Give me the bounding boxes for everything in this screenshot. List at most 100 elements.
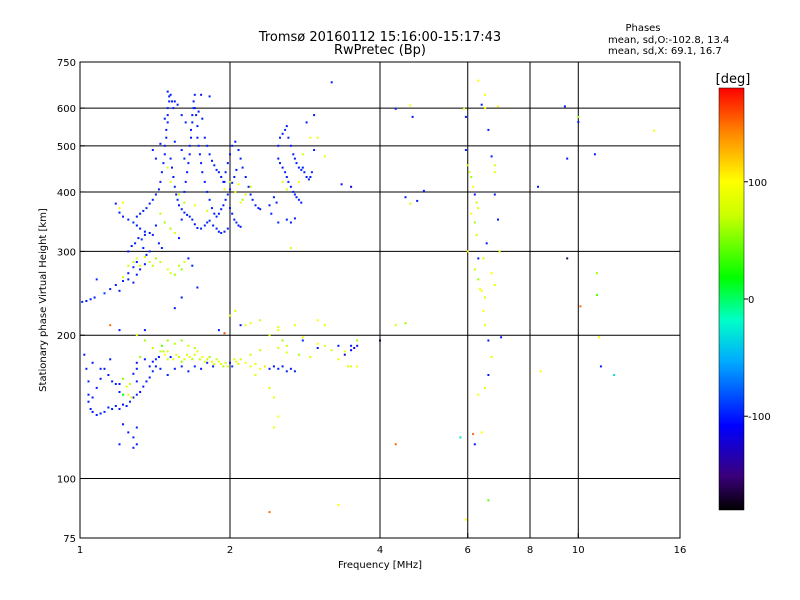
scatter-point bbox=[159, 367, 162, 370]
grid-lines bbox=[80, 62, 680, 538]
scatter-point bbox=[129, 400, 131, 403]
scatter-point bbox=[118, 329, 121, 332]
scatter-point bbox=[233, 176, 236, 178]
scatter-point bbox=[490, 356, 493, 358]
scatter-point bbox=[159, 261, 162, 263]
scatter-point bbox=[470, 212, 473, 215]
phases-heading: Phases bbox=[625, 23, 660, 34]
scatter-point bbox=[563, 105, 566, 108]
scatter-point bbox=[203, 136, 206, 139]
scatter-point bbox=[91, 410, 94, 413]
y-tick-label: 400 bbox=[57, 188, 76, 199]
y-tick-label: 100 bbox=[57, 475, 76, 486]
y-tick-label: 200 bbox=[57, 331, 76, 342]
scatter-point bbox=[154, 365, 157, 368]
scatter-point bbox=[343, 353, 346, 356]
scatter-point bbox=[145, 207, 148, 210]
scatter-point bbox=[166, 121, 169, 124]
scatter-point bbox=[343, 350, 346, 353]
scatter-point bbox=[281, 132, 284, 135]
scatter-point bbox=[220, 176, 223, 178]
scatter-point bbox=[85, 367, 88, 370]
scatter-point bbox=[482, 309, 485, 312]
scatter-point bbox=[187, 370, 190, 373]
scatter-point bbox=[215, 358, 218, 361]
scatter-point bbox=[241, 198, 244, 201]
scatter-point bbox=[187, 162, 190, 165]
scatter-point bbox=[151, 360, 154, 363]
scatter-point bbox=[168, 95, 171, 98]
scatter-point bbox=[169, 356, 172, 358]
scatter-point bbox=[180, 218, 183, 221]
scatter-point bbox=[337, 504, 340, 506]
scatter-point bbox=[173, 100, 176, 103]
scatter-point bbox=[89, 408, 92, 410]
x-axis-label: Frequency [MHz] bbox=[338, 560, 422, 571]
scatter-point bbox=[166, 268, 169, 271]
scatter-point bbox=[330, 81, 333, 84]
scatter-point bbox=[323, 155, 326, 158]
scatter-point bbox=[154, 157, 157, 160]
scatter-point bbox=[497, 218, 499, 221]
scatter-point bbox=[193, 93, 196, 96]
scatter-point bbox=[157, 356, 160, 358]
scatter-point bbox=[159, 212, 162, 215]
scatter-point bbox=[135, 380, 138, 383]
scatter-point bbox=[165, 128, 168, 131]
scatter-point bbox=[173, 140, 176, 143]
scatter-point bbox=[206, 144, 209, 147]
scatter-point bbox=[169, 93, 172, 96]
scatter-point bbox=[356, 365, 359, 368]
scatter-point bbox=[416, 199, 419, 202]
scatter-point bbox=[487, 374, 490, 376]
scatter-point bbox=[132, 446, 135, 449]
scatter-point bbox=[539, 370, 542, 373]
scatter-point bbox=[180, 149, 183, 151]
scatter-point bbox=[277, 326, 280, 329]
scatter-point bbox=[281, 365, 284, 368]
scatter-point bbox=[277, 347, 280, 349]
scatter-point bbox=[180, 339, 183, 342]
scatter-point bbox=[143, 233, 146, 236]
scatter-point bbox=[235, 168, 238, 171]
scatter-point bbox=[484, 324, 487, 327]
scatter-point bbox=[183, 201, 186, 204]
scatter-point bbox=[220, 208, 223, 211]
scatter-point bbox=[173, 367, 176, 370]
scatter-point bbox=[206, 221, 209, 224]
scatter-point bbox=[114, 383, 117, 385]
scatter-point bbox=[132, 436, 135, 439]
colorbar-label: [deg] bbox=[716, 72, 751, 87]
scatter-point bbox=[197, 144, 200, 147]
scatter-point bbox=[163, 221, 166, 224]
scatter-point bbox=[148, 250, 151, 253]
scatter-point bbox=[139, 268, 142, 271]
scatter-point bbox=[93, 296, 96, 299]
scatter-point bbox=[173, 307, 176, 310]
scatter-point bbox=[237, 363, 240, 365]
scatter-point bbox=[134, 242, 137, 245]
colorbar-ticks: 100 0 -100 bbox=[744, 178, 771, 423]
scatter-point bbox=[154, 358, 157, 361]
scatter-point bbox=[231, 365, 234, 368]
scatter-point bbox=[127, 264, 130, 267]
scatter-point bbox=[226, 162, 229, 165]
scatter-point bbox=[217, 360, 220, 363]
scatter-point bbox=[139, 227, 142, 230]
scatter-point bbox=[323, 344, 326, 347]
scatter-point bbox=[145, 380, 148, 383]
scatter-point bbox=[229, 153, 231, 156]
scatter-point bbox=[196, 136, 199, 139]
scatter-point bbox=[268, 367, 271, 370]
scatter-point bbox=[422, 189, 425, 192]
scatter-point bbox=[148, 365, 151, 368]
scatter-point bbox=[241, 166, 244, 169]
scatter-point bbox=[135, 443, 138, 446]
scatter-point bbox=[473, 221, 476, 224]
scatter-point bbox=[200, 162, 203, 165]
scatter-point bbox=[394, 107, 397, 110]
scatter-point bbox=[87, 393, 90, 396]
scatter-point bbox=[285, 351, 288, 354]
scatter-point bbox=[191, 218, 194, 221]
